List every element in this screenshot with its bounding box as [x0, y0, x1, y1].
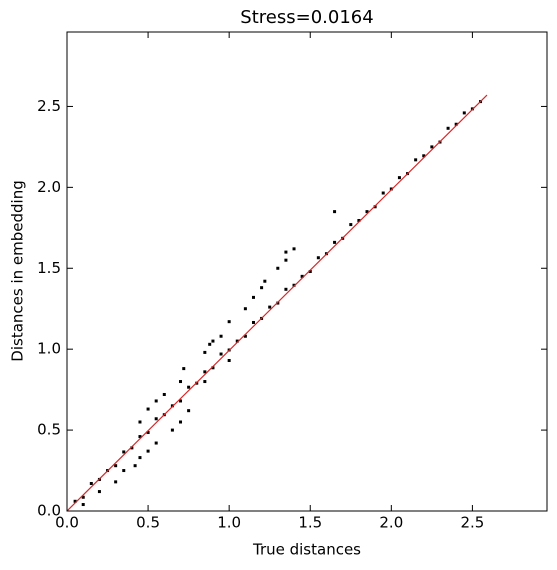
x-tick-label: 0.0	[55, 514, 79, 532]
point	[308, 270, 312, 273]
point	[422, 154, 426, 158]
point	[227, 320, 231, 324]
point	[243, 334, 247, 338]
y-tick-label: 1.5	[37, 259, 61, 277]
y-tick-label: 0.0	[37, 502, 61, 520]
point	[397, 176, 401, 180]
point	[268, 305, 272, 309]
point	[260, 286, 264, 290]
point	[187, 409, 191, 413]
y-tick-label: 2.0	[37, 178, 61, 196]
point	[208, 342, 212, 346]
point	[154, 441, 158, 445]
point	[219, 352, 223, 356]
point	[276, 266, 280, 270]
point	[81, 495, 85, 499]
point	[179, 399, 183, 403]
point	[349, 223, 353, 227]
point	[357, 219, 361, 223]
point	[263, 279, 267, 283]
point	[203, 380, 207, 384]
point	[284, 250, 288, 254]
point	[292, 283, 296, 287]
point	[251, 295, 255, 299]
point	[81, 503, 85, 507]
point	[122, 469, 126, 473]
y-axis-label: Distances in embedding	[9, 180, 27, 361]
point	[251, 320, 255, 324]
point	[211, 339, 215, 343]
point	[182, 367, 186, 371]
point	[373, 205, 377, 209]
point	[284, 287, 288, 291]
point	[430, 145, 434, 149]
point	[219, 334, 223, 338]
point	[73, 499, 77, 503]
point	[389, 187, 393, 191]
y-tick-label: 2.5	[37, 97, 61, 115]
point	[243, 307, 247, 311]
point	[235, 339, 239, 343]
plot-frame	[66, 31, 548, 512]
x-tick-label: 0.5	[136, 514, 160, 532]
point	[187, 385, 191, 389]
x-tick-label: 2.5	[460, 514, 484, 532]
point	[89, 481, 93, 485]
point	[284, 258, 288, 262]
point	[333, 210, 337, 214]
point	[114, 480, 118, 484]
point	[227, 359, 231, 363]
point	[170, 428, 174, 432]
x-tick-label: 1.0	[217, 514, 241, 532]
point	[146, 407, 150, 411]
point	[133, 464, 137, 468]
point	[446, 126, 450, 130]
point	[316, 256, 320, 260]
point	[211, 366, 215, 370]
reference-line	[66, 94, 488, 512]
point	[122, 450, 126, 454]
x-tick-label: 2.0	[379, 514, 403, 532]
x-axis-label: True distances	[252, 541, 361, 559]
point	[138, 456, 142, 460]
point	[138, 420, 142, 424]
y-tick-label: 1.0	[37, 340, 61, 358]
chart-title: Stress=0.0164	[240, 7, 373, 28]
point	[454, 122, 458, 126]
point	[462, 111, 466, 115]
y-tick-label: 0.5	[37, 421, 61, 439]
point	[292, 247, 296, 251]
point	[146, 449, 150, 453]
point	[154, 399, 158, 403]
point	[130, 446, 134, 450]
point	[114, 464, 118, 468]
point	[203, 370, 207, 374]
point	[162, 392, 166, 396]
point	[97, 490, 101, 494]
point	[333, 240, 337, 244]
point	[179, 420, 183, 424]
point	[414, 158, 418, 162]
x-tick-label: 1.5	[298, 514, 322, 532]
point	[154, 417, 158, 421]
point	[179, 380, 183, 384]
point	[146, 431, 150, 435]
point	[300, 274, 304, 278]
point	[381, 191, 385, 195]
point	[203, 350, 207, 354]
point	[138, 435, 142, 439]
point	[365, 210, 369, 214]
